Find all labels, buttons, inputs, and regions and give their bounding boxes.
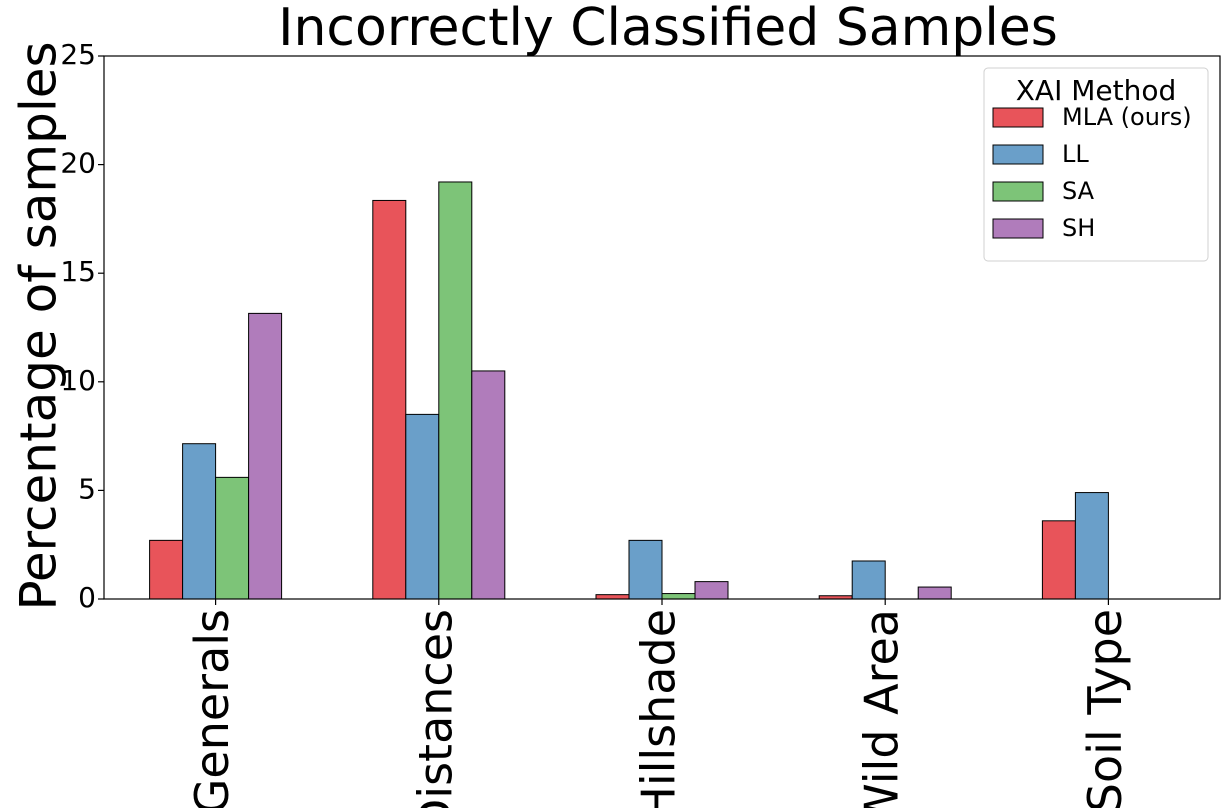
y-axis-ticks: 0 5 10 15 20 25 xyxy=(60,38,104,614)
y-tick-label: 10 xyxy=(60,364,96,397)
legend-label: MLA (ours) xyxy=(1062,103,1192,131)
chart-title: Incorrectly Classified Samples xyxy=(278,0,1058,58)
x-tick-label: Hillshade xyxy=(632,609,686,808)
legend-swatch xyxy=(992,144,1044,165)
y-tick-label: 15 xyxy=(60,255,96,288)
bar-sh-hillshade xyxy=(694,581,729,600)
bar-ll-hillshade xyxy=(628,539,663,600)
bar-sh-wild-area xyxy=(917,586,952,600)
x-tick-label: Generals xyxy=(185,609,239,808)
legend-title: XAI Method xyxy=(1016,74,1177,107)
plot-frame xyxy=(103,55,1221,600)
x-tick-label: Distances xyxy=(408,609,462,808)
bar-mla-ours-soil-type xyxy=(1041,520,1076,600)
bar-group xyxy=(149,181,1109,600)
y-tick-label: 0 xyxy=(78,581,96,614)
x-tick-label: Wild Area xyxy=(855,609,909,808)
legend: XAI Method MLA (ours) LL SA SH xyxy=(983,67,1209,262)
x-axis-ticks: Generals Distances Hillshade Wild Area Soil … xyxy=(185,599,1132,808)
bar-ll-soil-type xyxy=(1074,492,1109,600)
bar-ll-wild-area xyxy=(851,560,886,600)
bar-mla-ours-distances xyxy=(372,199,407,600)
y-axis-label: Percentage of samples xyxy=(10,41,68,610)
bar-ll-distances xyxy=(405,413,440,600)
legend-label: SA xyxy=(1062,177,1095,205)
bar-sa-distances xyxy=(438,181,473,600)
bar-ll-generals xyxy=(182,443,217,600)
bar-sa-generals xyxy=(215,476,250,600)
bar-sh-distances xyxy=(471,370,506,600)
bar-sa-hillshade xyxy=(661,593,696,600)
legend-swatch xyxy=(992,181,1044,202)
legend-swatch xyxy=(992,218,1044,239)
y-tick-label: 5 xyxy=(78,472,96,505)
legend-label: SH xyxy=(1062,214,1095,242)
bar-mla-ours-hillshade xyxy=(595,594,630,600)
bar-mla-ours-generals xyxy=(149,539,184,600)
legend-label: LL xyxy=(1062,140,1089,168)
legend-swatch xyxy=(992,107,1044,128)
y-tick-label: 20 xyxy=(60,147,96,180)
legend-items: MLA (ours) LL SA SH xyxy=(992,103,1192,242)
bar-sh-generals xyxy=(248,312,283,600)
y-tick-label: 25 xyxy=(60,38,96,71)
x-tick-label: Soil Type xyxy=(1078,609,1132,808)
